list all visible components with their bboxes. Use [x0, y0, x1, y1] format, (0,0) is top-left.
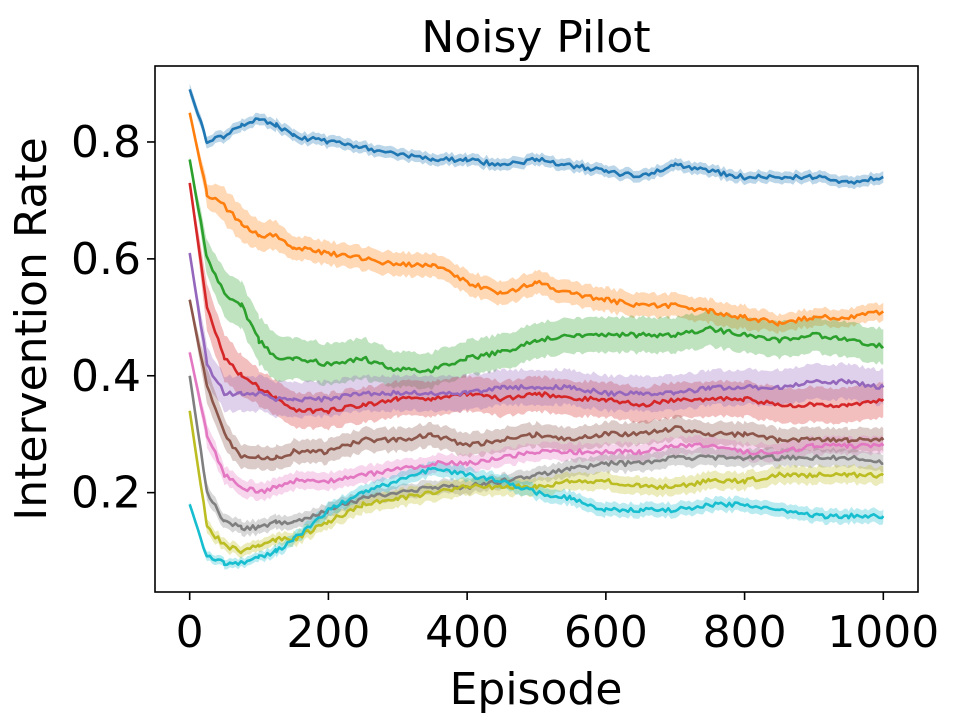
- series-line-2: [188, 112, 885, 327]
- series-line-4: [188, 182, 885, 415]
- y-tick-label: 0.6: [71, 234, 141, 285]
- series-band-6: [189, 296, 884, 472]
- y-tick-label: 0.4: [71, 351, 141, 402]
- series-line-3: [188, 159, 885, 374]
- x-axis-ticks: 0 200 400 600 800 1000: [176, 592, 939, 658]
- series-line-10: [188, 466, 885, 567]
- series-line-6: [188, 299, 885, 461]
- series-band-2: [189, 109, 884, 335]
- y-axis-ticks: 0.2 0.4 0.6 0.8: [71, 117, 155, 519]
- x-tick-label: 1000: [827, 607, 939, 658]
- x-tick-label: 800: [703, 607, 787, 658]
- series-band-5: [189, 250, 884, 419]
- y-tick-label: 0.2: [71, 468, 141, 519]
- x-tick-label: 600: [564, 607, 648, 658]
- x-tick-label: 200: [286, 607, 370, 658]
- x-tick-label: 0: [176, 607, 204, 658]
- series-band-9: [189, 407, 884, 559]
- series-band-10: [189, 461, 884, 570]
- x-axis-label: Episode: [450, 664, 623, 715]
- x-tick-label: 400: [425, 607, 509, 658]
- series-lines: [188, 88, 885, 567]
- series-line-1: [188, 88, 884, 185]
- y-axis-label: Intervention Rate: [6, 137, 57, 520]
- y-tick-label: 0.8: [71, 117, 141, 168]
- series-band-3: [189, 156, 884, 390]
- chart-title: Noisy Pilot: [421, 12, 650, 63]
- series-line-7: [188, 352, 885, 495]
- plot-frame: [154, 65, 919, 593]
- series-band-7: [189, 349, 884, 502]
- series-line-8: [188, 375, 884, 532]
- confidence-bands: [189, 83, 884, 570]
- series-line-5: [188, 252, 885, 403]
